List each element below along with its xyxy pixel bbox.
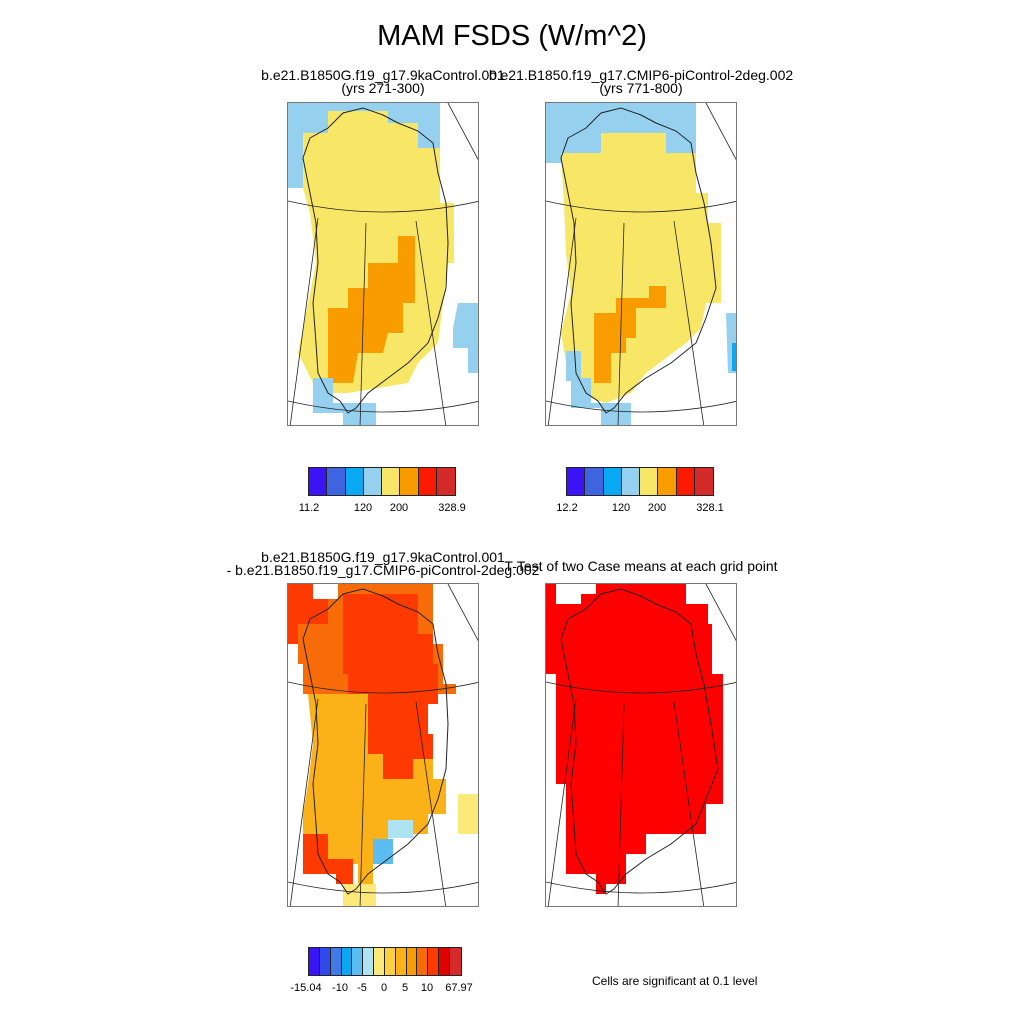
- significance-note: Cells are significant at 0.1 level: [592, 974, 758, 988]
- map-panel-4: [545, 583, 737, 907]
- legend-tick-label: 11.2: [298, 502, 320, 514]
- legend-box: [694, 468, 713, 495]
- legend-tick-label: -15.04: [290, 982, 322, 994]
- legend-box: [395, 948, 407, 975]
- panel-3-title-line1: b.e21.B1850G.f19_g17.9kaControl.001: [261, 549, 505, 565]
- legend-box: [384, 948, 396, 975]
- map-panel-3: [287, 583, 479, 907]
- legend-tick-label: 67.97: [445, 982, 473, 994]
- panel-1-title: b.e21.B1850G.f19_g17.9kaControl.001 (yrs…: [261, 67, 505, 96]
- panel-4-title: T-Test of two Case means at each grid po…: [504, 558, 778, 574]
- panel-3-title: b.e21.B1850G.f19_g17.9kaControl.001 - b.…: [226, 549, 540, 578]
- legend-box: [341, 948, 353, 975]
- legend-box: [345, 468, 364, 495]
- panel-2-cell-sw-blue: [566, 351, 581, 381]
- panel-2-cell-east-deepblue: [732, 343, 736, 371]
- panel-2-title: b.e21.B1850.f19_g17.CMIP6-piControl-2deg…: [488, 67, 794, 96]
- panel-3-cells: [288, 584, 478, 906]
- panel-2-cell-south-blue: [571, 378, 631, 425]
- map-panel-2-svg: [546, 103, 736, 425]
- legend-bar-panel-1: [308, 467, 456, 496]
- panel-4-coastline: [560, 588, 719, 895]
- legend-box: [327, 468, 346, 495]
- legend-box: [621, 468, 640, 495]
- legend-box: [436, 468, 455, 495]
- legend-bar-panel-2: [566, 467, 714, 496]
- panel-2-title-line2: (yrs 771-800): [599, 80, 683, 96]
- panel-3-cell-south-yellow: [343, 884, 376, 906]
- legend-tick-label: 10: [420, 982, 434, 994]
- legend-tick-label: 328.9: [438, 502, 466, 514]
- panel-2-title-line1: b.e21.B1850.f19_g17.CMIP6-piControl-2deg…: [488, 67, 794, 83]
- legend-tick-label: -10: [332, 982, 348, 994]
- legend-box: [640, 468, 659, 495]
- legend-bar-panel-3: [308, 947, 462, 976]
- panel-1-cell-north-blue: [288, 103, 440, 188]
- panel-1-gridlines: [288, 103, 478, 425]
- legend-tick-label: 200: [647, 502, 667, 514]
- legend-box: [352, 948, 364, 975]
- legend-tick-label: 12.2: [556, 502, 578, 514]
- panel-2-cell-orange: [594, 286, 666, 383]
- panel-3-cell-southeast-blue: [388, 820, 413, 838]
- legend-box: [363, 468, 382, 495]
- legend-box: [400, 468, 419, 495]
- legend-tick-label: 120: [353, 502, 373, 514]
- panel-2-cell-yellow-main: [561, 133, 721, 403]
- legend-tick-label: 5: [401, 982, 409, 994]
- legend-box: [676, 468, 695, 495]
- panel-1-cell-orange: [328, 236, 415, 383]
- legend-box: [382, 468, 401, 495]
- legend-tick-label: 0: [380, 982, 388, 994]
- panel-3-cell-central-amber: [303, 694, 446, 884]
- legend-box: [417, 948, 429, 975]
- legend-tick-label: -5: [357, 982, 367, 994]
- panel-3-title-line2: - b.e21.B1850.f19_g17.CMIP6-piControl-2d…: [226, 562, 540, 578]
- map-panel-2: [545, 102, 737, 426]
- panel-4-cell-significant: [546, 584, 723, 894]
- panel-3-gridlines: [288, 584, 478, 906]
- legend-box: [585, 468, 604, 495]
- legend-box: [319, 948, 331, 975]
- legend-box: [658, 468, 677, 495]
- legend-tick-label: 200: [389, 502, 409, 514]
- map-panel-4-svg: [546, 584, 736, 906]
- panel-4-cells: [546, 584, 723, 894]
- panel-4-title-line1: T-Test of two Case means at each grid po…: [504, 558, 778, 574]
- page-title: MAM FSDS (W/m^2): [377, 20, 647, 52]
- panel-2-coastline: [560, 107, 717, 414]
- panel-3-coastline: [302, 588, 449, 895]
- panel-1-title-line1: b.e21.B1850G.f19_g17.9kaControl.001: [261, 67, 505, 83]
- panel-2-cells: [546, 103, 736, 425]
- legend-box: [439, 948, 450, 975]
- panel-3-cell-south-red: [303, 834, 353, 884]
- panel-1-cells: [288, 103, 478, 425]
- panel-1-title-line2: (yrs 271-300): [341, 80, 425, 96]
- panel-3-cell-east-yellow: [458, 794, 478, 834]
- panel-3-cell-north-red: [343, 594, 438, 779]
- panel-4-gridlines: [546, 584, 736, 906]
- legend-box: [374, 948, 385, 975]
- legend-box: [449, 948, 461, 975]
- legend-tick-label: 120: [611, 502, 631, 514]
- legend-box: [309, 468, 328, 495]
- legend-box: [309, 948, 320, 975]
- legend-box: [330, 948, 342, 975]
- panel-2-gridlines: [546, 103, 736, 425]
- panel-1-cell-east-blue: [453, 303, 478, 373]
- map-panel-1: [287, 102, 479, 426]
- panel-3-cell-south-blue: [373, 839, 393, 864]
- legend-box: [428, 948, 440, 975]
- legend-tick-label: 328.1: [696, 502, 724, 514]
- map-panel-3-svg: [288, 584, 478, 906]
- panel-1-coastline: [302, 107, 449, 414]
- legend-box: [418, 468, 437, 495]
- legend-box: [603, 468, 622, 495]
- map-panel-1-svg: [288, 103, 478, 425]
- legend-box: [406, 948, 418, 975]
- legend-box: [567, 468, 586, 495]
- legend-box: [363, 948, 375, 975]
